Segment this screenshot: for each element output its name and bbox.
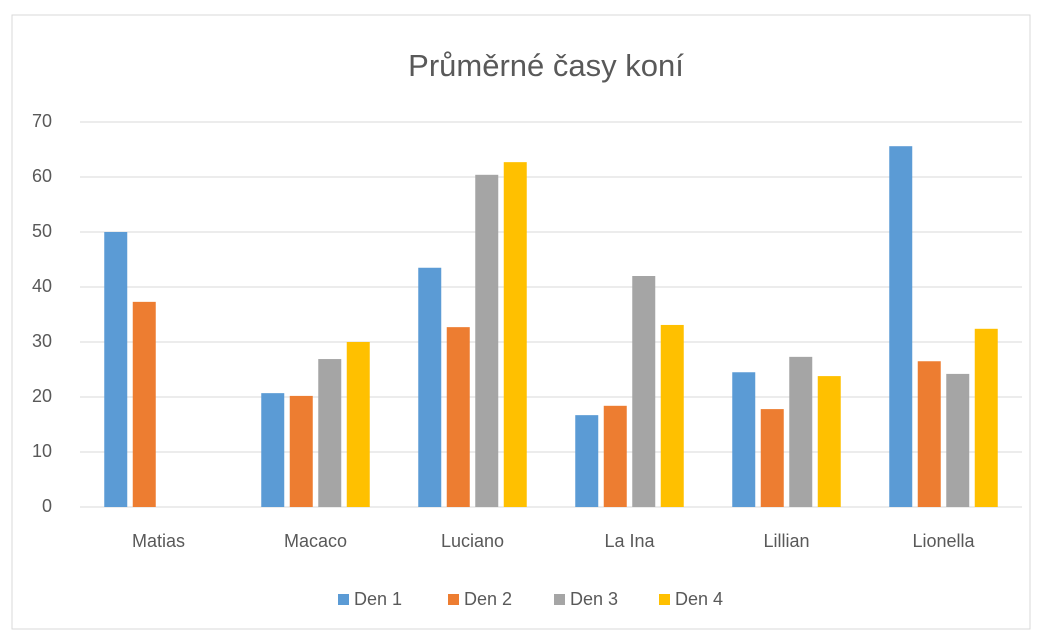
legend-label: Den 1 xyxy=(354,589,402,609)
bar xyxy=(760,409,784,507)
bar xyxy=(660,324,684,507)
legend-swatch xyxy=(448,594,459,605)
legend-label: Den 4 xyxy=(675,589,723,609)
bar xyxy=(475,174,499,508)
bar xyxy=(889,146,913,507)
legend-swatch xyxy=(554,594,565,605)
bar xyxy=(104,232,128,507)
bar xyxy=(261,393,285,507)
x-tick-label: La Ina xyxy=(604,531,655,551)
legend-label: Den 2 xyxy=(464,589,512,609)
x-tick-label: Matias xyxy=(132,531,185,551)
y-tick-label: 40 xyxy=(32,276,52,296)
bar xyxy=(289,395,313,507)
chart-title: Průměrné časy koní xyxy=(408,48,684,83)
bar xyxy=(946,373,970,507)
y-tick-label: 0 xyxy=(42,496,52,516)
bar xyxy=(732,372,756,507)
bar xyxy=(418,267,442,507)
x-tick-label: Lionella xyxy=(912,531,975,551)
y-tick-label: 30 xyxy=(32,331,52,351)
x-tick-label: Lillian xyxy=(763,531,809,551)
legend-swatch xyxy=(338,594,349,605)
x-tick-label: Luciano xyxy=(441,531,504,551)
bar xyxy=(318,359,342,507)
bar xyxy=(446,327,470,507)
bar xyxy=(974,328,998,507)
bar xyxy=(817,376,841,507)
y-tick-label: 70 xyxy=(32,111,52,131)
bar xyxy=(575,415,599,507)
y-tick-label: 60 xyxy=(32,166,52,186)
bar xyxy=(132,301,156,507)
bar xyxy=(603,405,627,507)
x-tick-label: Macaco xyxy=(284,531,347,551)
bar xyxy=(346,342,370,507)
bar xyxy=(789,356,813,507)
bar xyxy=(503,162,527,507)
bar xyxy=(632,276,656,507)
bar xyxy=(917,361,941,507)
legend-label: Den 3 xyxy=(570,589,618,609)
y-tick-label: 20 xyxy=(32,386,52,406)
legend-swatch xyxy=(659,594,670,605)
y-tick-label: 10 xyxy=(32,441,52,461)
y-tick-label: 50 xyxy=(32,221,52,241)
